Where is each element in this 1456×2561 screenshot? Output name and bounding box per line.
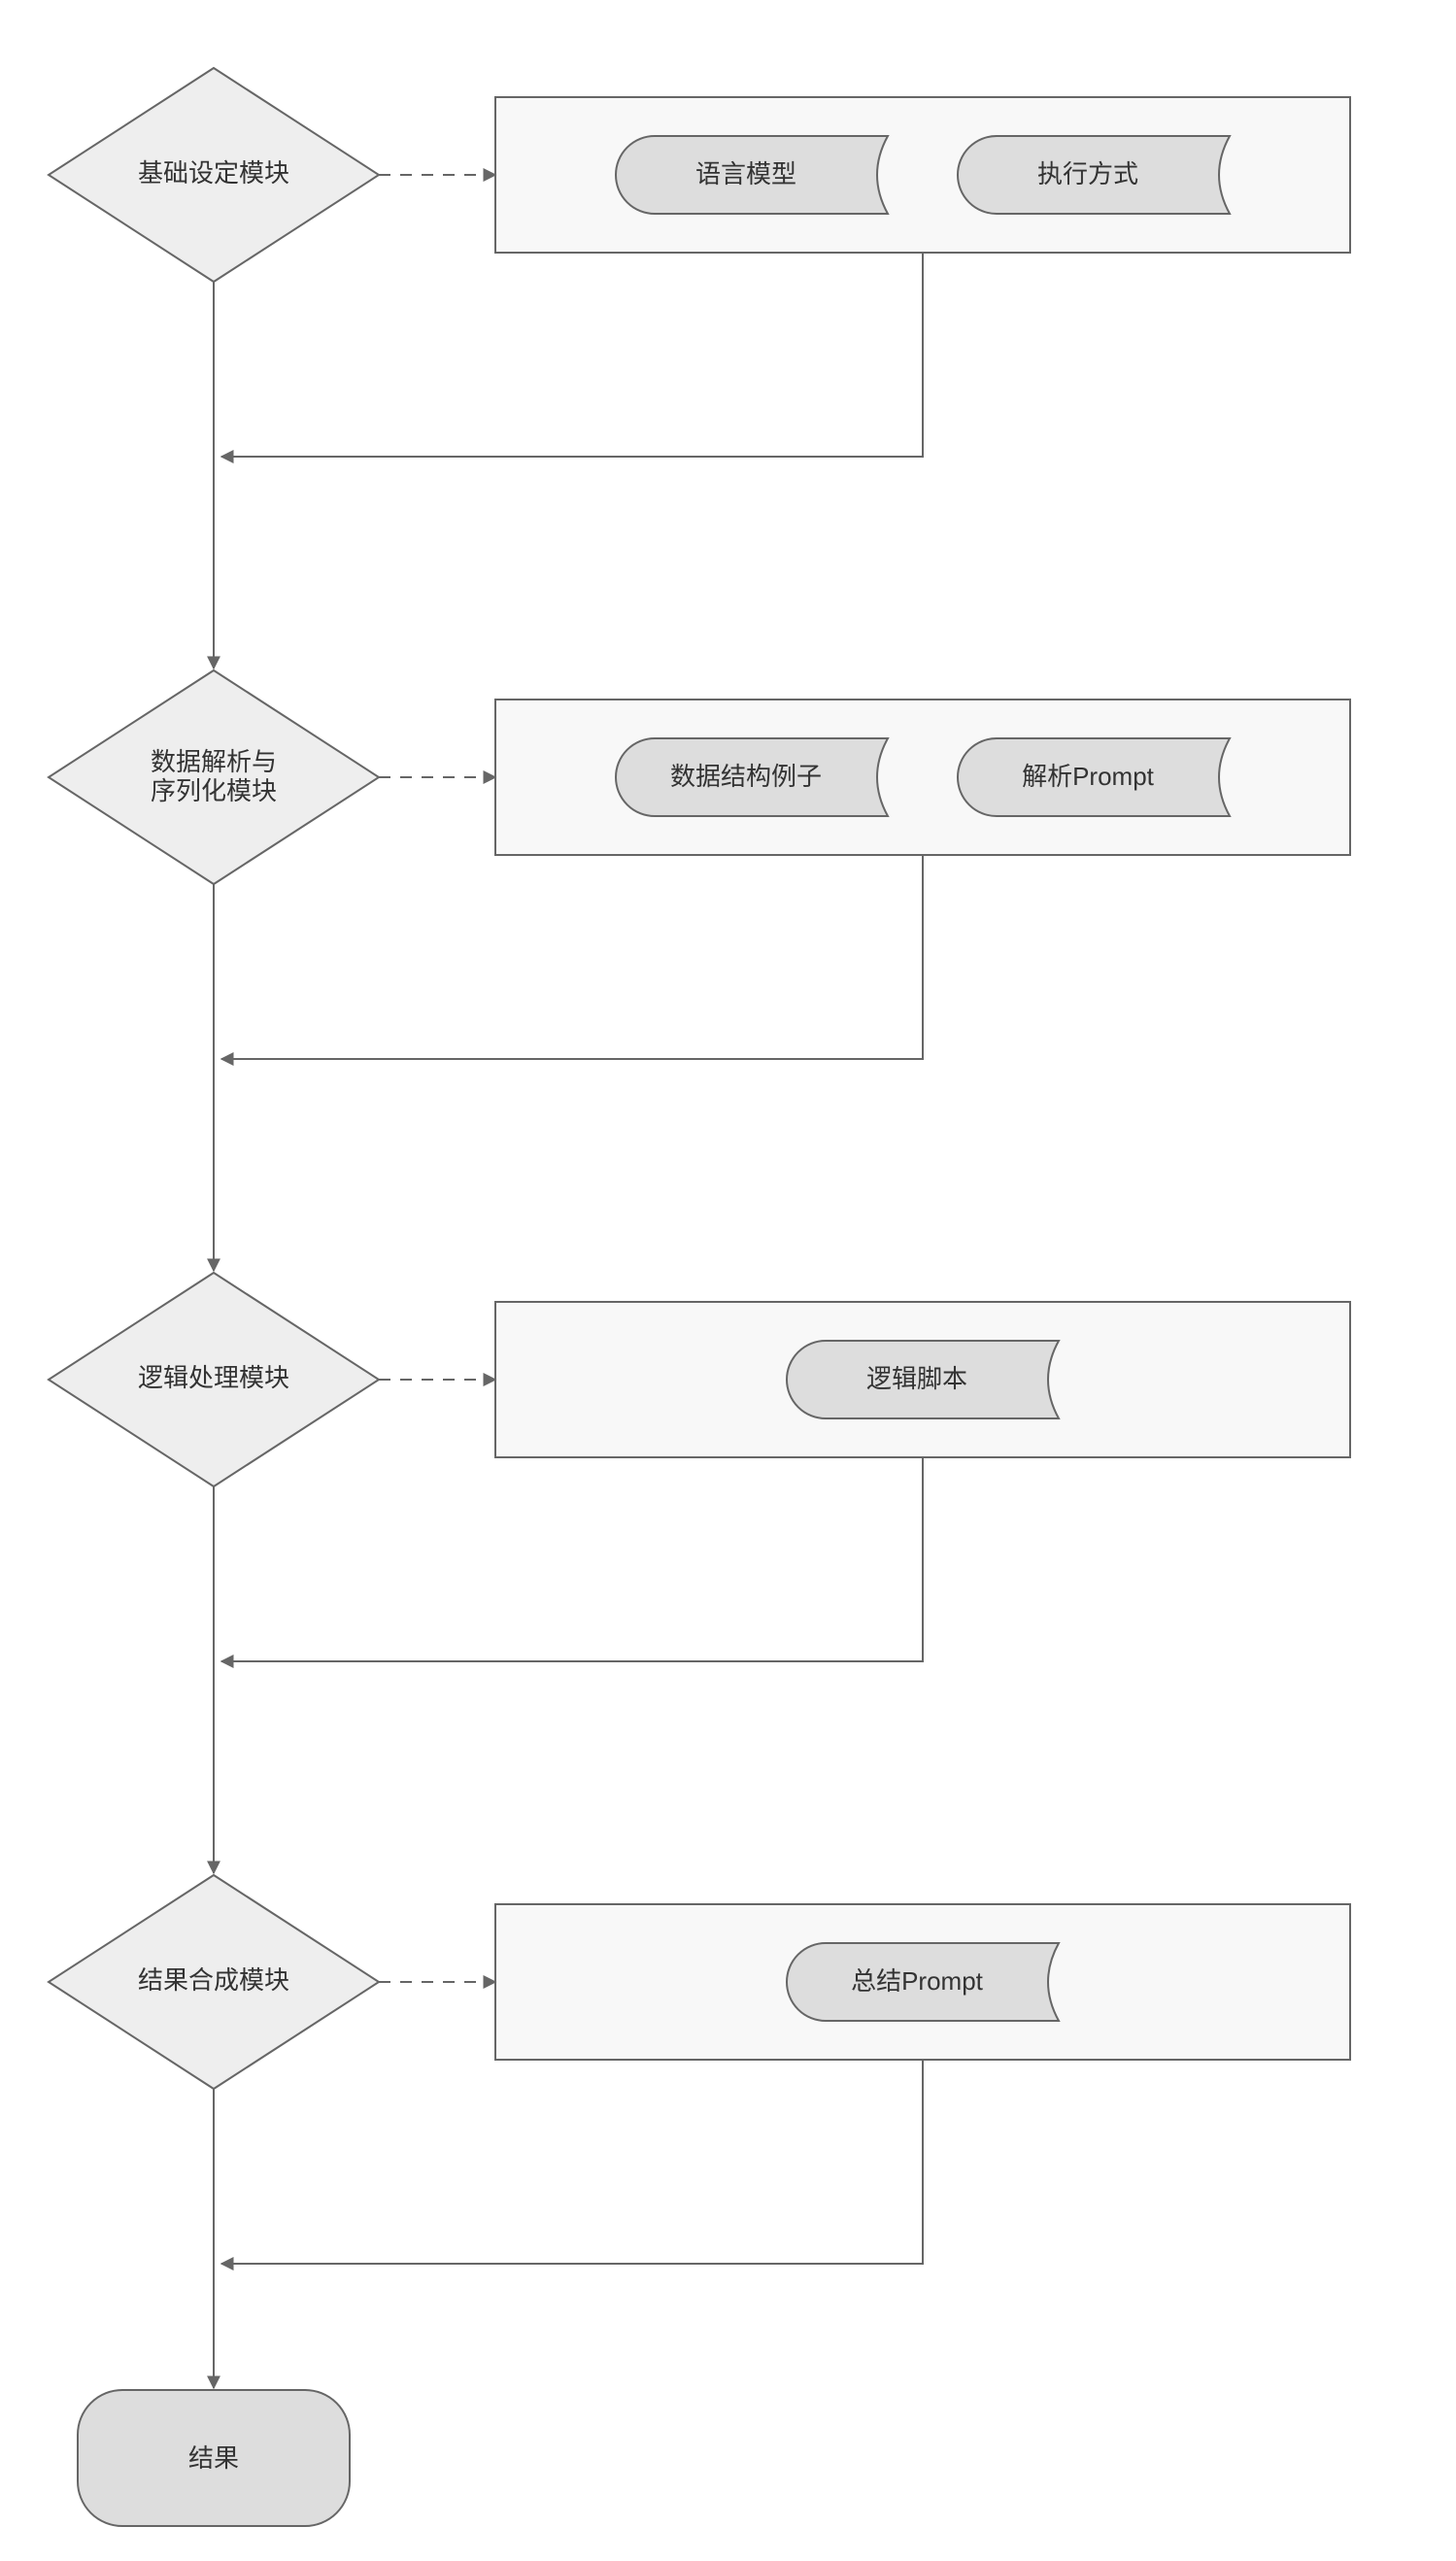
merge-connector [221,2060,923,2264]
pill-label: 数据结构例子 [670,762,822,791]
pill-label: 执行方式 [1037,159,1138,188]
decision-label: 结果合成模块 [138,1965,289,1995]
merge-connector [221,855,923,1059]
pill-label: 语言模型 [695,159,796,188]
decision-label: 基础设定模块 [138,158,289,188]
decision-label: 数据解析与序列化模块 [151,747,277,805]
pill-label: 逻辑脚本 [866,1364,967,1393]
pill-label: 解析Prompt [1022,762,1155,791]
merge-connector [221,1457,923,1661]
decision-label: 逻辑处理模块 [138,1363,289,1392]
flowchart-diagram: 基础设定模块数据解析与序列化模块逻辑处理模块结果合成模块 语言模型 执行方式数据结构… [0,0,1456,2561]
merge-connector [221,253,923,457]
terminator-label: 结果 [188,2443,239,2473]
pill-label: 总结Prompt [851,1966,984,1996]
